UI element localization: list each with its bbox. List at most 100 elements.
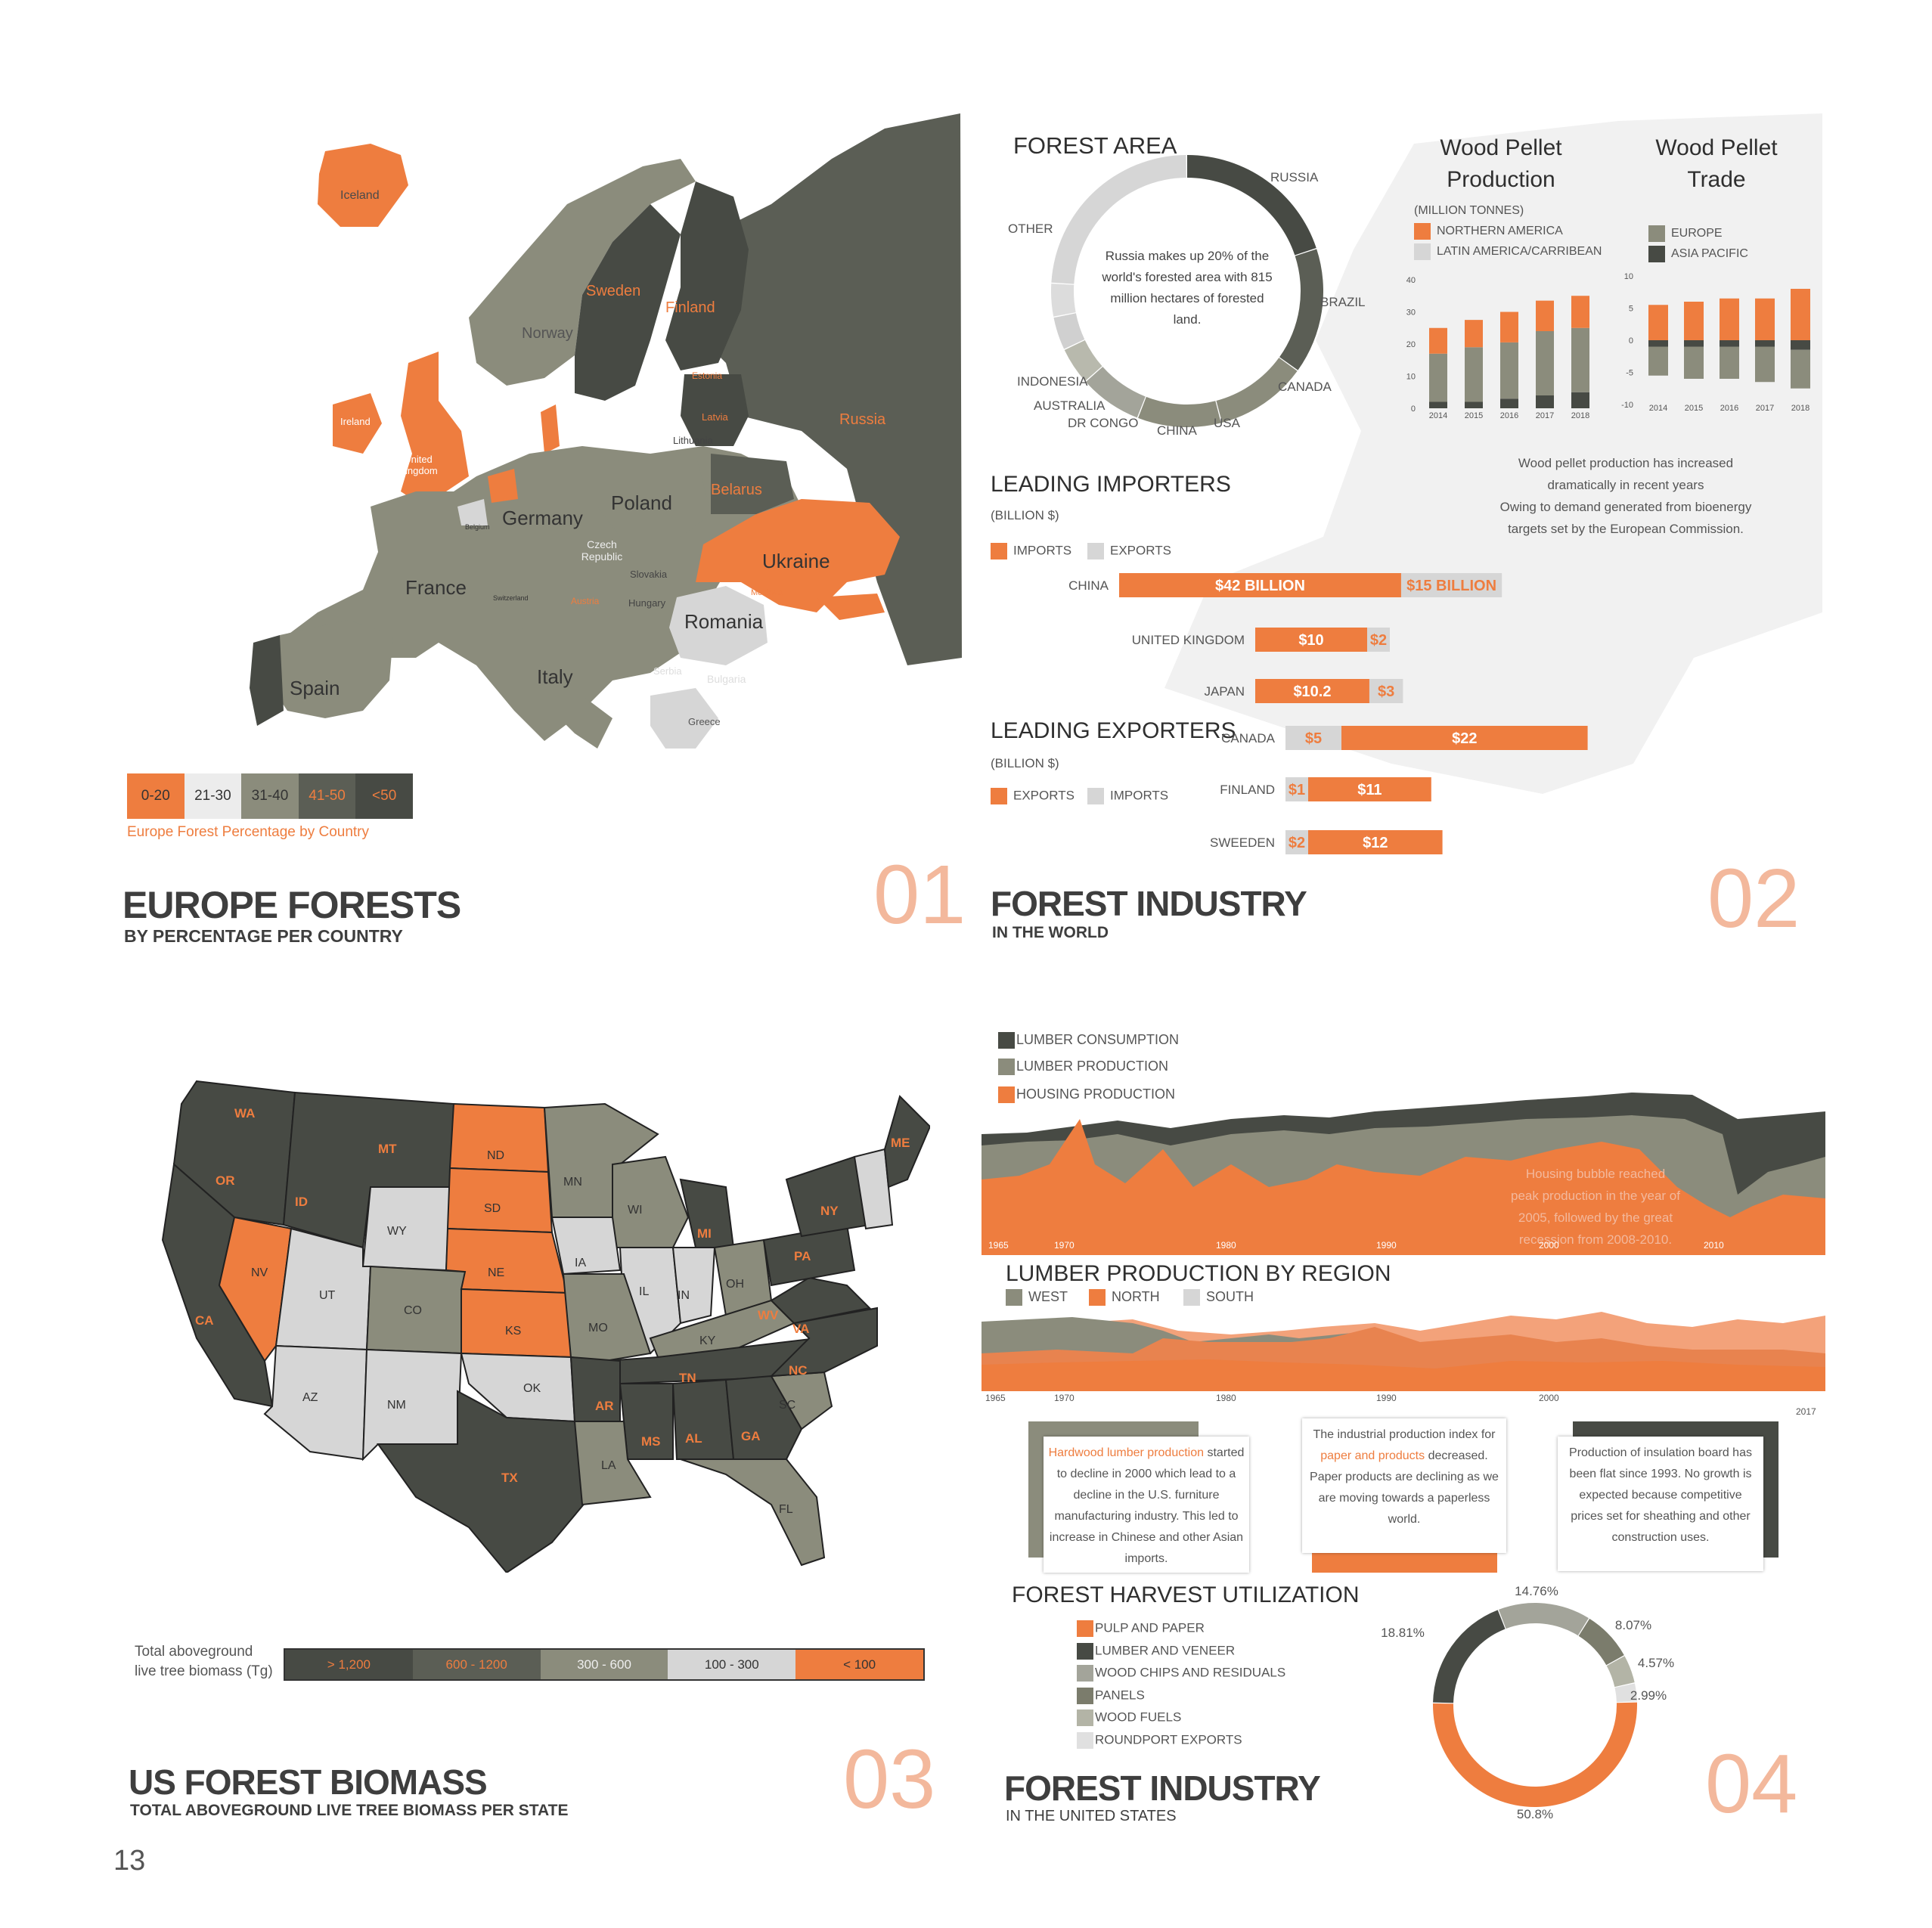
us-map [161, 1080, 930, 1573]
state-label-ga: GA [741, 1429, 761, 1443]
forest-label-russia: RUSSIA [1270, 170, 1319, 184]
trade-bar-label: $1 [1289, 782, 1305, 798]
harvest-slice [1433, 1610, 1506, 1703]
forest-area-donut [1051, 155, 1323, 427]
pellet-trade-bar [1720, 340, 1739, 347]
harvest-slice-label: 14.76% [1515, 1584, 1558, 1598]
europe-legend-title: Europe Forest Percentage by Country [127, 824, 370, 840]
importers-legend-imports-label: IMPORTS [1013, 543, 1072, 558]
state-label-ia: IA [575, 1257, 587, 1269]
pellet-prod-xtick: 2015 [1465, 411, 1483, 420]
state-label-il: IL [639, 1285, 650, 1298]
note2-highlight: paper and products [1320, 1449, 1425, 1462]
harvest-slice [1433, 1702, 1637, 1808]
trade-bar-label: $2 [1370, 632, 1387, 649]
trade-bar [1341, 726, 1588, 750]
forest-segment-brazil [1279, 249, 1323, 370]
panel4-subtitle: IN THE UNITED STATES [1006, 1808, 1177, 1824]
lumber-xtick: 2000 [1539, 1240, 1559, 1251]
panel2-number: 02 [1707, 852, 1800, 945]
harvest-legend-chips: WOOD CHIPS AND RESIDUALS [1077, 1665, 1285, 1682]
pellet-legend-ap: ASIA PACIFIC [1648, 246, 1748, 262]
pellet-prod-bar [1571, 327, 1589, 392]
map-poland [597, 454, 711, 537]
state-label-wi: WI [628, 1204, 643, 1217]
harvest-slice [1498, 1603, 1589, 1636]
state-label-mo: MO [588, 1322, 608, 1334]
trade-bar [1285, 777, 1308, 801]
exporters-legend-imports-label: IMPORTS [1110, 788, 1169, 803]
pellet-prod-ytick: 30 [1406, 308, 1416, 318]
harvest-legend-pulp-label: PULP AND PAPER [1095, 1620, 1205, 1635]
pellet-trade-ytick: 5 [1629, 305, 1633, 314]
lumber-area-chart [982, 1093, 1825, 1255]
pellet-prod-xtick: 2016 [1500, 411, 1518, 420]
map-ireland [333, 393, 382, 454]
state-label-ok: OK [523, 1382, 541, 1395]
forest-segment-usa [1138, 396, 1221, 427]
map-denmark [541, 405, 560, 454]
state-label-id: ID [295, 1195, 308, 1209]
area-housing-production [982, 1119, 1825, 1255]
harvest-slice-label: 8.07% [1615, 1618, 1651, 1632]
pellet-prod-bar [1429, 353, 1447, 402]
trade-bar-chart: $42 BILLION $15 BILLION CHINA $10 $2 UNITED K… [1068, 573, 1588, 854]
pellet-note-line2: dramatically in recent years [1547, 478, 1704, 492]
state-label-nc: NC [789, 1363, 808, 1378]
forest-area-center-text: Russia makes up 20% of the world's fores… [1102, 249, 1273, 327]
forest-label-china: CHINA [1157, 423, 1197, 438]
map-iceland [318, 144, 408, 227]
forest-label-canada: CANADA [1278, 380, 1332, 394]
state-label-wa: WA [234, 1106, 256, 1121]
pellet-trade-xtick: 2015 [1685, 404, 1703, 413]
trade-bar-label: $15 BILLION [1406, 578, 1496, 594]
trade-bar [1308, 830, 1443, 854]
europe-legend-31-40: 31-40 [241, 773, 299, 819]
trade-bar-label: $42 BILLION [1215, 578, 1305, 594]
exporters-heading: LEADING EXPORTERS [991, 718, 1236, 743]
pellet-trade-bar [1791, 340, 1810, 350]
pellet-legend-la: LATIN AMERICA/CARRIBEAN [1414, 243, 1602, 260]
trade-bar-label: $12 [1363, 835, 1388, 851]
forest-segment-other [1051, 155, 1186, 284]
lumber-xtick: 2010 [1704, 1240, 1724, 1251]
panel1-number: 01 [873, 848, 966, 941]
forest-segment-indonesia [1051, 284, 1076, 317]
pellet-note-line1: Wood pellet production has increased [1518, 456, 1734, 470]
state-label-ky: KY [699, 1334, 716, 1347]
forest-label-other: OTHER [1008, 222, 1053, 236]
pellet-prod-xtick: 2014 [1429, 411, 1447, 420]
state-label-oh: OH [726, 1278, 744, 1291]
map-label-bulgaria: Bulgaria [707, 673, 746, 685]
harvest-legend-pulp: PULP AND PAPER [1077, 1620, 1205, 1637]
state-label-sc: SC [779, 1399, 796, 1412]
us-legend-gt1200: > 1,200 [285, 1650, 413, 1679]
pellet-legend-ap-label: ASIA PACIFIC [1671, 247, 1748, 261]
world-background-map [1164, 113, 1822, 794]
state-label-nm: NM [387, 1399, 406, 1412]
pellet-prod-xtick: 2017 [1536, 411, 1554, 420]
state-label-wy: WY [387, 1225, 407, 1238]
lumber-legend-production: LUMBER PRODUCTION [998, 1059, 1168, 1076]
harvest-slice [1578, 1618, 1624, 1666]
pellet-prod-bar [1429, 327, 1447, 354]
map-label-italy: Italy [537, 665, 573, 688]
trade-category-label: CANADA [1221, 731, 1276, 745]
panel3-title: US FOREST BIOMASS [129, 1762, 488, 1802]
housing-note-line4: recession from 2008-2010. [1518, 1232, 1673, 1247]
pellet-prod-bar [1429, 401, 1447, 408]
map-label-belarus: Belarus [711, 482, 762, 498]
map-label-serbia: Serbia [653, 665, 682, 677]
pellet-prod-bar [1465, 347, 1483, 402]
harvest-slice-label: 50.8% [1517, 1807, 1553, 1821]
map-label-ireland: Ireland [340, 416, 371, 427]
pellet-note: Wood pellet production has increased dra… [1467, 452, 1785, 540]
harvest-legend-panels: PANELS [1077, 1688, 1145, 1704]
pellet-prod-ytick: 0 [1411, 405, 1416, 414]
forest-label-indonesia: INDONESIA [1017, 374, 1088, 389]
state-label-pa: PA [794, 1249, 811, 1263]
region-legend-west-label: WEST [1028, 1289, 1068, 1304]
trade-category-label: CHINA [1068, 578, 1109, 593]
trade-category-label: SWEEDEN [1210, 835, 1275, 850]
forest-label-usa: USA [1214, 416, 1240, 430]
